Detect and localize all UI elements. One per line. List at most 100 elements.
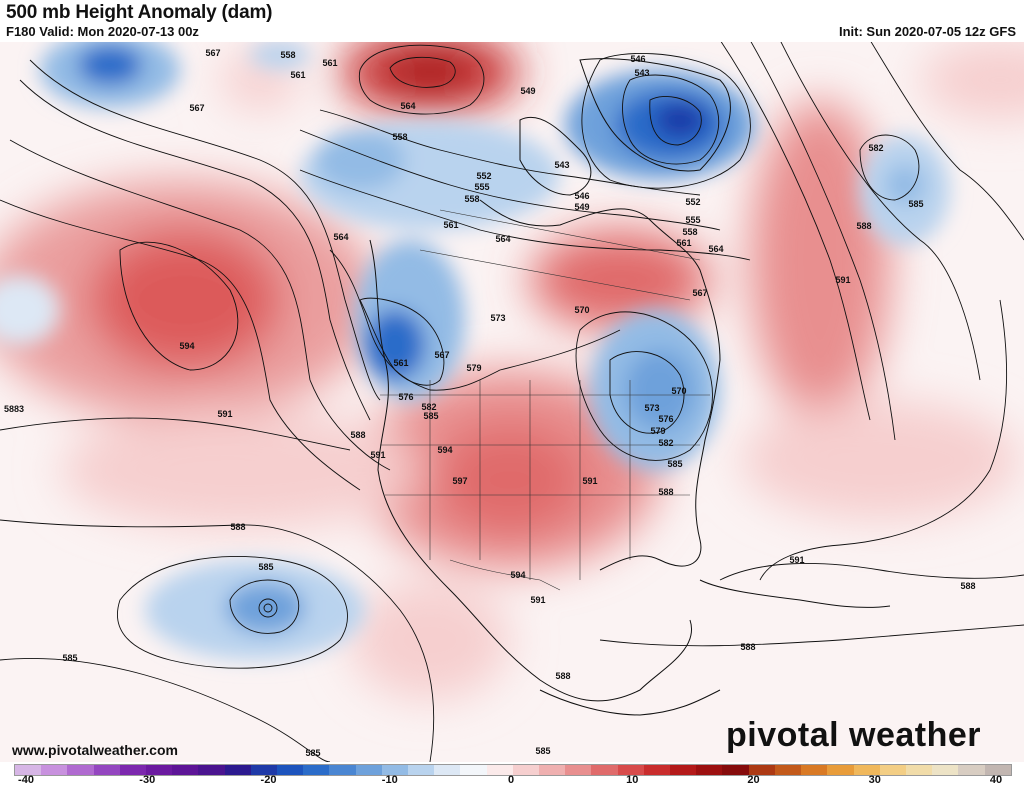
contour-label: 558 (392, 132, 407, 142)
contour-label: 549 (520, 86, 535, 96)
colorbar-tick-label: 0 (507, 774, 515, 786)
contour-label: 597 (452, 476, 467, 486)
colorbar-swatch (119, 765, 147, 775)
contour-label: 546 (574, 191, 589, 201)
colorbar-swatch (958, 765, 985, 775)
colorbar-swatch (879, 765, 906, 775)
colorbar-swatch (617, 765, 644, 775)
colorbar-swatch (355, 765, 382, 775)
contour-label: 564 (708, 244, 723, 254)
contour-label: 543 (634, 68, 649, 78)
contour-label: 594 (510, 570, 525, 580)
colorbar-swatch (932, 765, 959, 775)
colorbar-tick-label: -30 (139, 774, 156, 786)
contour-label: 549 (574, 202, 589, 212)
contour-label: 588 (856, 221, 871, 231)
colorbar-swatch (748, 765, 775, 775)
colorbar-swatch (172, 765, 199, 775)
colorbar-swatch (696, 765, 723, 775)
contour-label: 561 (676, 238, 691, 248)
colorbar-tick-label: 10 (626, 774, 639, 786)
colorbar-swatch (303, 765, 330, 775)
negative-anomaly-shading (0, 42, 950, 660)
colorbar-swatch (41, 765, 68, 775)
contour-label: 585 (423, 411, 438, 421)
anomaly-map: 558 567 561 561 567 564 549 546 543 558 552 555 558 5… (0, 42, 1024, 762)
contour-label: 561 (322, 58, 337, 68)
contour-label: 573 (644, 403, 659, 413)
colorbar-swatch (329, 765, 356, 775)
contour-label: 573 (490, 313, 505, 323)
contour-label: 582 (421, 402, 436, 412)
contour-label: 546 (630, 54, 645, 64)
contour-label: 588 (555, 671, 570, 681)
contour-label: 588 (230, 522, 245, 532)
colorbar-swatch (224, 765, 251, 775)
contour-label: 591 (530, 595, 545, 605)
contour-label: 564 (333, 232, 348, 242)
contour-label: 567 (189, 103, 204, 113)
colorbar: -40 -30 -20 -10 0 10 20 30 40 (0, 762, 1024, 791)
contour-label: 552 (685, 197, 700, 207)
colorbar-tick-label: -10 (381, 774, 398, 786)
colorbar-swatch (250, 765, 278, 775)
colorbar-swatch (146, 765, 173, 775)
contour-label: 585 (535, 746, 550, 756)
site-url[interactable]: www.pivotalweather.com (12, 742, 178, 758)
contour-label: 567 (692, 288, 707, 298)
colorbar-swatch (984, 765, 1011, 775)
positive-anomaly-shading (0, 42, 1024, 700)
colorbar-swatch (512, 765, 540, 775)
contour-label: 591 (217, 409, 232, 419)
map-header: 500 mb Height Anomaly (dam) F180 Valid: … (0, 0, 1024, 42)
contour-label: 594 (179, 341, 194, 351)
colorbar-swatch (905, 765, 933, 775)
colorbar-tick-label: 20 (747, 774, 760, 786)
contour-label: 585 (62, 653, 77, 663)
init-time: Init: Sun 2020-07-05 12z GFS (838, 24, 1016, 39)
contour-label: 591 (582, 476, 597, 486)
colorbar-swatch (277, 765, 304, 775)
contour-label: 567 (434, 350, 449, 360)
map-title: 500 mb Height Anomaly (dam) (6, 2, 273, 23)
contour-label: 561 (393, 358, 408, 368)
contour-label: 561 (443, 220, 458, 230)
contour-label: 591 (835, 275, 850, 285)
contour-label: 555 (685, 215, 700, 225)
contour-label: 594 (437, 445, 452, 455)
colorbar-tick-label: 40 (989, 774, 1003, 786)
contour-label: 588 (960, 581, 975, 591)
brand-logo: pivotal weather (726, 716, 982, 754)
contour-label: 585 (667, 459, 682, 469)
contour-label: 564 (495, 234, 510, 244)
contour-label: 567 (205, 48, 220, 58)
contour-label: 591 (370, 450, 385, 460)
contour-label: 552 (476, 171, 491, 181)
contour-label: 591 (789, 555, 804, 565)
contour-label: 576 (398, 392, 413, 402)
colorbar-tick-label: 30 (868, 774, 881, 786)
colorbar-swatch (853, 765, 880, 775)
colorbar-swatch (827, 765, 854, 775)
coastlines (369, 58, 891, 716)
contour-label: 582 (658, 438, 673, 448)
contour-label: 588 (740, 642, 755, 652)
colorbar-swatch (539, 765, 566, 775)
contour-label: 558 (280, 50, 295, 60)
colorbar-swatches (14, 764, 1012, 776)
contour-label: 585 (908, 199, 923, 209)
colorbar-swatch (460, 765, 487, 775)
contour-label: 579 (650, 426, 665, 436)
contour-label: 588 (350, 430, 365, 440)
contour-label: 576 (658, 414, 673, 424)
valid-time: F180 Valid: Mon 2020-07-13 00z (6, 24, 199, 39)
contour-label: 555 (474, 182, 489, 192)
colorbar-swatch (643, 765, 671, 775)
contour-label: 585 (258, 562, 273, 572)
colorbar-swatch (565, 765, 592, 775)
colorbar-swatch (67, 765, 94, 775)
political-borders (380, 209, 710, 591)
contour-label: 570 (574, 305, 589, 315)
